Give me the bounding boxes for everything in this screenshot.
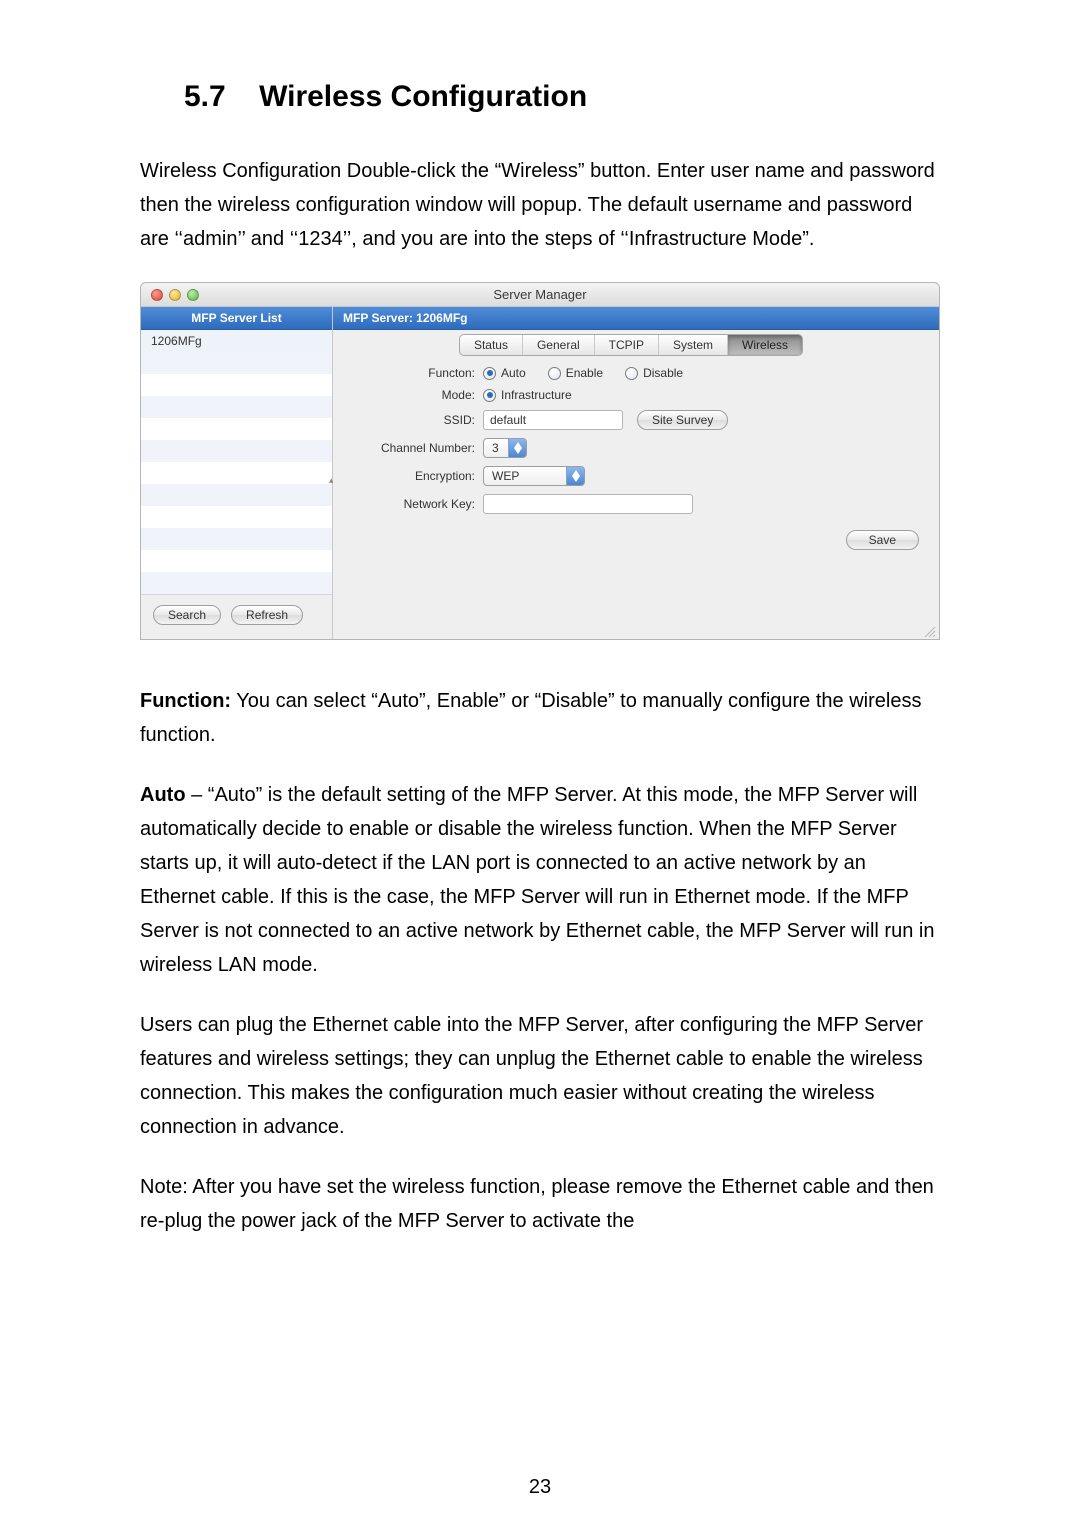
- function-auto-radio[interactable]: Auto: [483, 366, 526, 380]
- screenshot: Server Manager MFP Server List 1206MFg: [140, 282, 940, 640]
- function-bold: Function:: [140, 690, 231, 712]
- radio-icon: [483, 367, 496, 380]
- function-disable-radio[interactable]: Disable: [625, 366, 683, 380]
- function-label: Functon:: [345, 366, 483, 380]
- ssid-label: SSID:: [345, 413, 483, 427]
- function-paragraph: Function: You can select “Auto”, Enable”…: [140, 684, 940, 752]
- list-item: [141, 572, 332, 594]
- radio-label: Disable: [643, 366, 683, 380]
- tab-bar: Status General TCPIP System Wireless: [459, 334, 803, 356]
- window-titlebar: Server Manager: [141, 283, 939, 307]
- stepper-icon: [508, 439, 526, 457]
- refresh-button[interactable]: Refresh: [231, 605, 303, 625]
- list-item: [141, 352, 332, 374]
- list-item: [141, 550, 332, 572]
- close-icon[interactable]: [151, 289, 163, 301]
- list-item: [141, 462, 332, 484]
- site-survey-button[interactable]: Site Survey: [637, 410, 728, 430]
- minimize-icon[interactable]: [169, 289, 181, 301]
- select-value: WEP: [492, 469, 566, 483]
- network-key-input[interactable]: [483, 494, 693, 514]
- channel-label: Channel Number:: [345, 441, 483, 455]
- auto-paragraph: Auto – “Auto” is the default setting of …: [140, 778, 940, 982]
- list-item[interactable]: 1206MFg: [141, 330, 332, 352]
- save-button[interactable]: Save: [846, 530, 919, 550]
- function-body: You can select “Auto”, Enable” or “Disab…: [140, 690, 921, 746]
- radio-label: Infrastructure: [501, 388, 572, 402]
- list-item: [141, 440, 332, 462]
- content-pane: MFP Server: 1206MFg Status General TCPIP…: [333, 307, 939, 639]
- select-value: 3: [492, 441, 508, 455]
- section-title: 5.7 Wireless Configuration: [184, 80, 940, 114]
- resize-grip-icon[interactable]: [922, 624, 936, 638]
- function-enable-radio[interactable]: Enable: [548, 366, 603, 380]
- server-list[interactable]: 1206MFg: [141, 330, 332, 594]
- tab-status[interactable]: Status: [460, 335, 523, 355]
- channel-select[interactable]: 3: [483, 438, 527, 458]
- page-number: 23: [0, 1476, 1080, 1499]
- radio-icon: [625, 367, 638, 380]
- radio-icon: [548, 367, 561, 380]
- list-item: [141, 528, 332, 550]
- list-item: [141, 484, 332, 506]
- note-paragraph: Note: After you have set the wireless fu…: [140, 1170, 940, 1238]
- list-item: [141, 418, 332, 440]
- encryption-select[interactable]: WEP: [483, 466, 585, 486]
- sidebar: MFP Server List 1206MFg: [141, 307, 333, 639]
- tab-wireless[interactable]: Wireless: [728, 335, 802, 355]
- encryption-label: Encryption:: [345, 469, 483, 483]
- sidebar-header: MFP Server List: [141, 307, 332, 330]
- network-key-label: Network Key:: [345, 497, 483, 511]
- search-button[interactable]: Search: [153, 605, 221, 625]
- section-heading: Wireless Configuration: [259, 80, 587, 113]
- section-number: 5.7: [184, 80, 226, 113]
- auto-bold: Auto: [140, 784, 186, 806]
- tab-tcpip[interactable]: TCPIP: [595, 335, 659, 355]
- tab-system[interactable]: System: [659, 335, 728, 355]
- list-item: [141, 374, 332, 396]
- users-paragraph: Users can plug the Ethernet cable into t…: [140, 1008, 940, 1144]
- auto-body: – “Auto” is the default setting of the M…: [140, 784, 934, 976]
- mode-label: Mode:: [345, 388, 483, 402]
- intro-paragraph: Wireless Configuration Double-click the …: [140, 154, 940, 256]
- window-traffic-lights: [141, 289, 199, 301]
- list-item: [141, 396, 332, 418]
- radio-label: Enable: [566, 366, 603, 380]
- list-item: [141, 506, 332, 528]
- zoom-icon[interactable]: [187, 289, 199, 301]
- ssid-input[interactable]: [483, 410, 623, 430]
- tab-general[interactable]: General: [523, 335, 595, 355]
- server-manager-window: Server Manager MFP Server List 1206MFg: [140, 282, 940, 640]
- radio-icon: [483, 389, 496, 402]
- content-header: MFP Server: 1206MFg: [333, 307, 939, 330]
- radio-label: Auto: [501, 366, 526, 380]
- window-title: Server Manager: [141, 287, 939, 302]
- mode-infrastructure-radio[interactable]: Infrastructure: [483, 388, 572, 402]
- stepper-icon: [566, 467, 584, 485]
